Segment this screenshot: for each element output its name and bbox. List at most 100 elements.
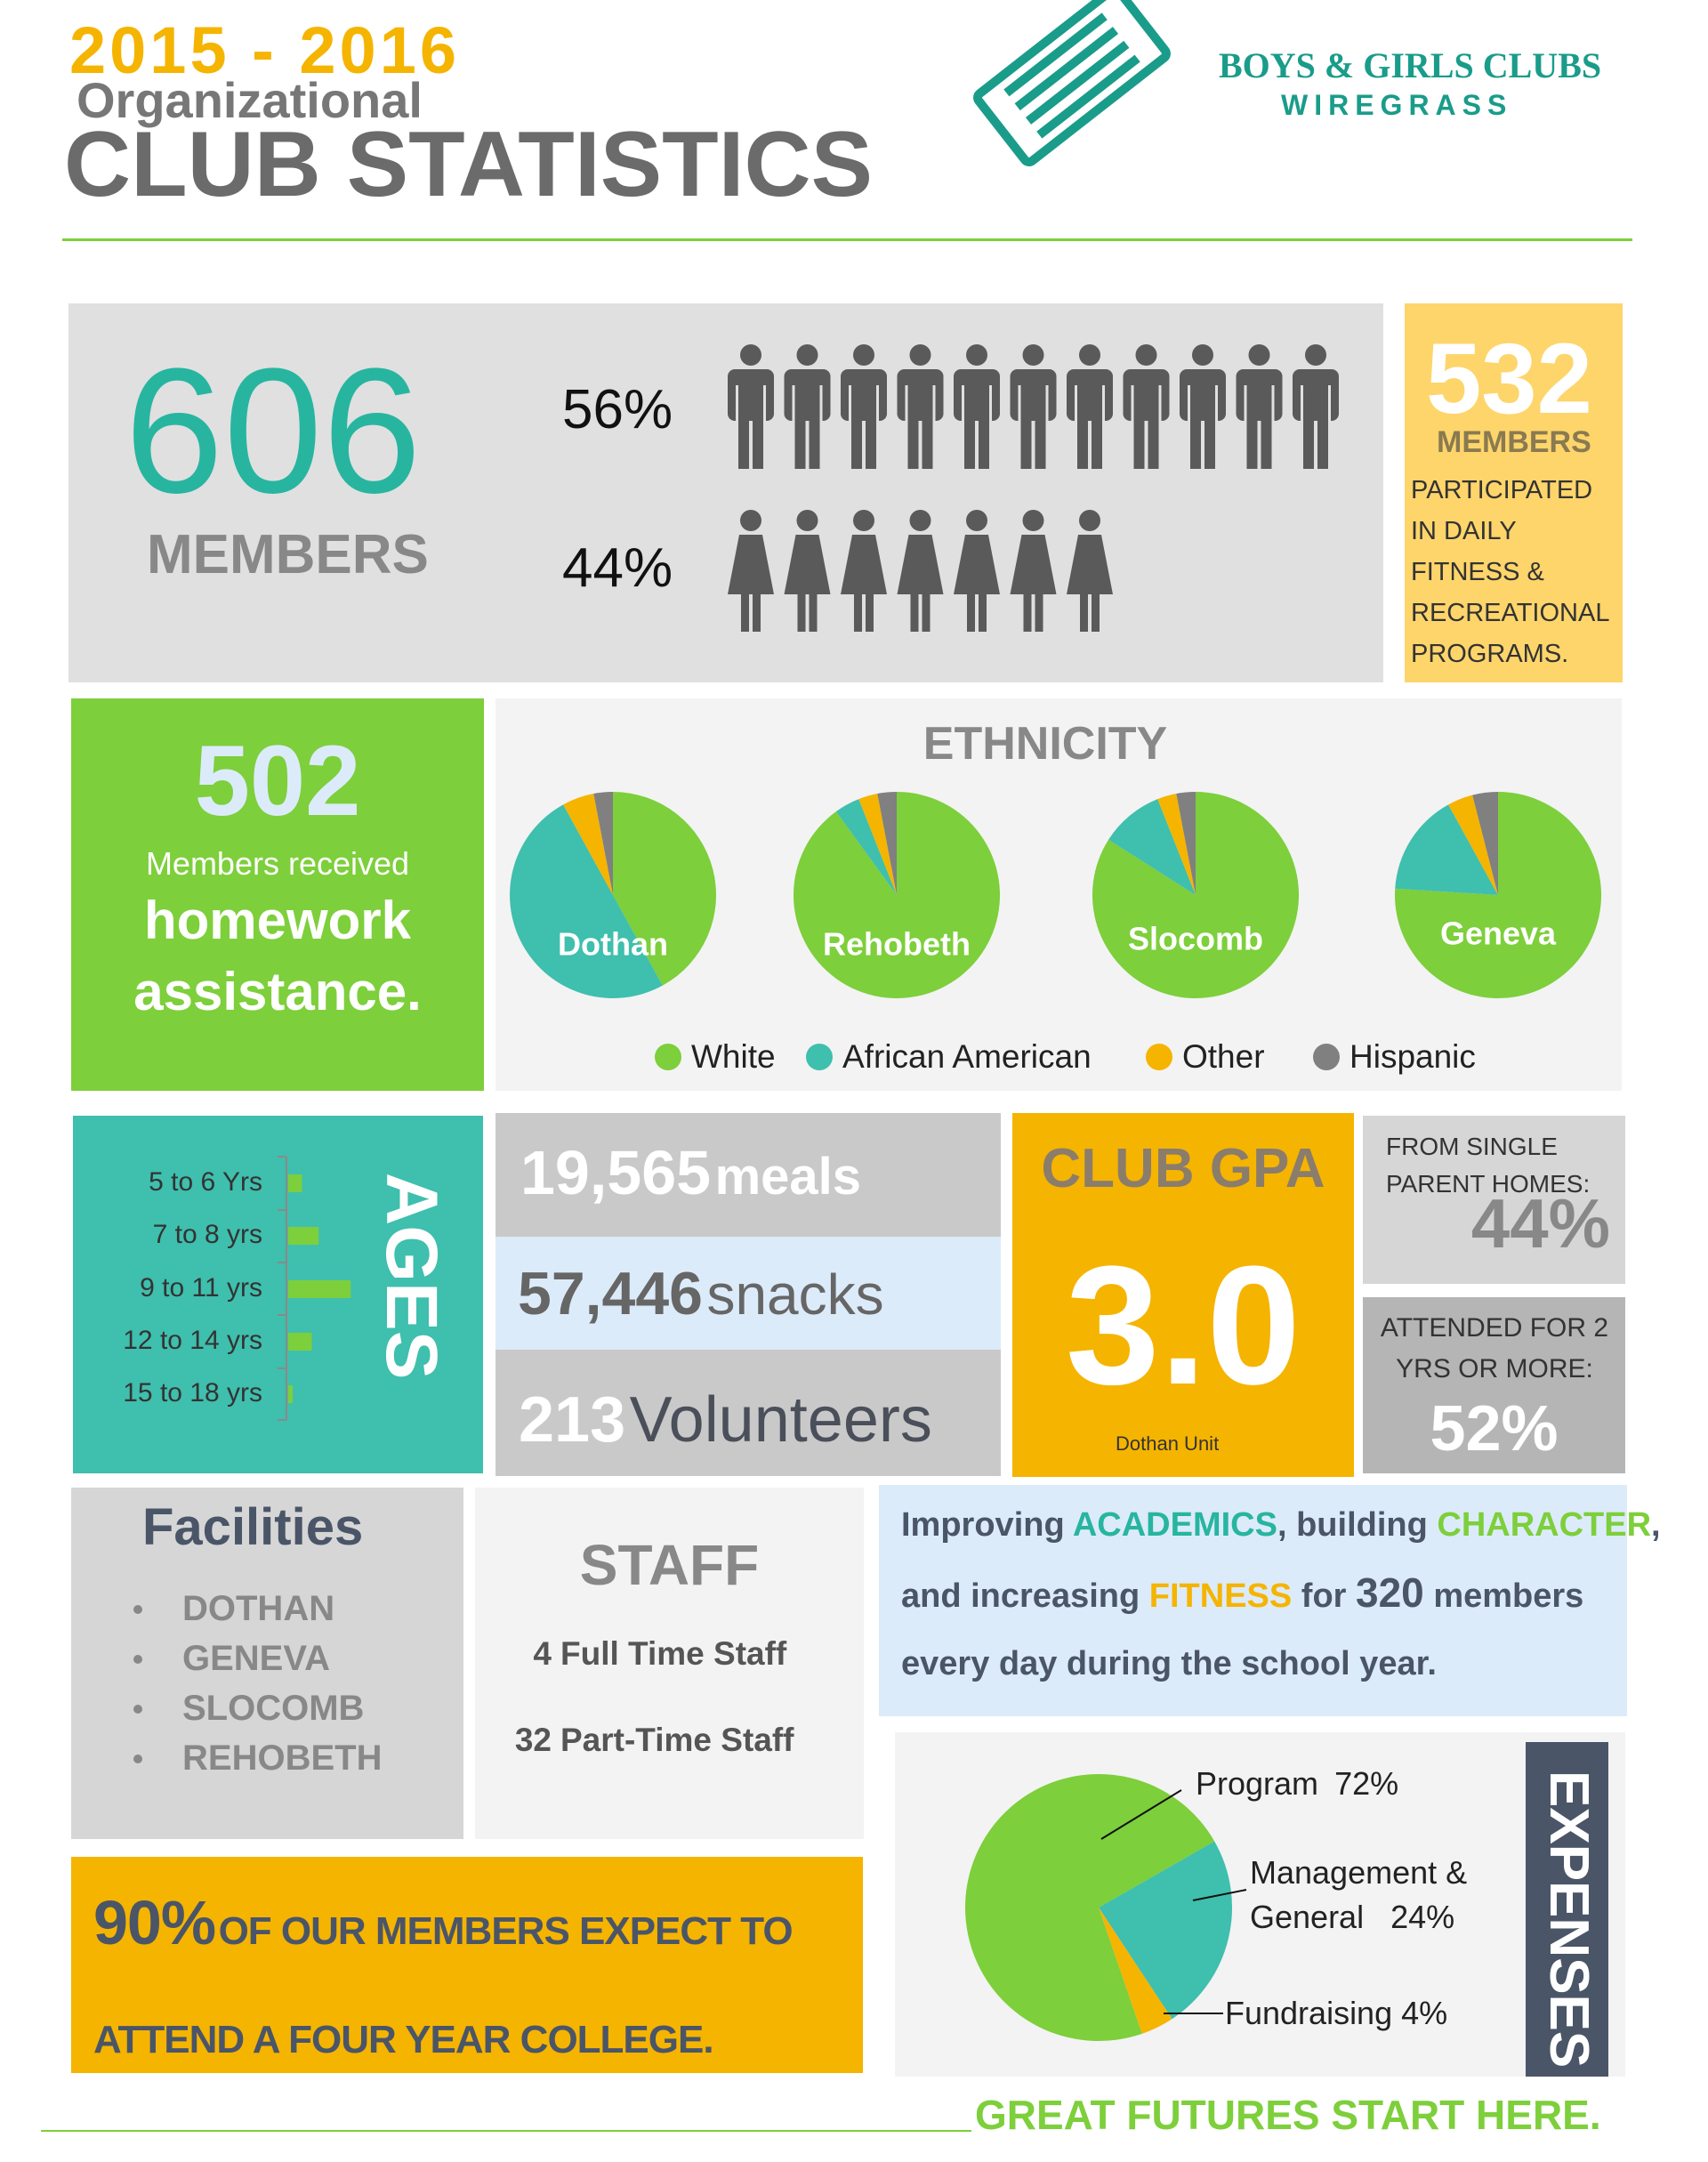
age-label: 7 to 8 yrs — [153, 1220, 262, 1249]
footer-rule — [41, 2130, 971, 2132]
icon-part — [909, 344, 931, 366]
legend-label: Hispanic — [1349, 1038, 1476, 1075]
pie-slice — [1157, 794, 1196, 895]
snacks: 57,446 snacks — [518, 1259, 884, 1328]
icon-gap — [1301, 385, 1303, 421]
icon-part — [1022, 344, 1044, 366]
icon-part — [809, 415, 820, 469]
mission-text: every day during the school year. — [901, 1645, 1437, 1682]
facility-name: DOTHAN — [182, 1589, 335, 1628]
icon-part — [1010, 369, 1057, 421]
volunteers-label: Volunteers — [629, 1384, 932, 1456]
woman-icon — [1067, 510, 1113, 632]
icon-part — [1010, 535, 1057, 594]
icon-part — [1092, 594, 1100, 632]
icon-gap — [1018, 385, 1021, 421]
icon-part — [740, 510, 761, 531]
pie-slice — [965, 1774, 1215, 2042]
pie-slice — [1448, 795, 1498, 895]
icon-part — [897, 369, 944, 421]
icon-part — [979, 594, 987, 632]
icon-part — [922, 594, 931, 632]
mission-text: for — [1301, 1577, 1347, 1615]
staff-count: 4 — [533, 1635, 552, 1672]
homework-number: 502 — [194, 725, 361, 836]
gpa-title: CLUB GPA — [1041, 1138, 1325, 1199]
pie-slice — [510, 804, 663, 998]
icon-part — [738, 415, 749, 469]
icon-part — [784, 369, 831, 421]
icon-part — [1123, 369, 1170, 421]
woman-icon — [841, 510, 887, 632]
icon-part — [897, 535, 944, 594]
legend-swatch — [806, 1044, 833, 1070]
volunteers-number: 213 — [519, 1384, 626, 1456]
header-rule — [62, 238, 1632, 241]
expense-label: Management & General 24% — [1250, 1851, 1499, 1940]
homework-line1: Members received — [145, 845, 410, 882]
man-icon — [1180, 344, 1226, 469]
single-parent-label: FROM SINGLE PARENT HOMES: — [1386, 1133, 1591, 1198]
fitness-number: 532 — [1426, 323, 1592, 434]
snacks-panel — [495, 1237, 1001, 1350]
bullet — [133, 1755, 142, 1763]
icon-part — [1135, 344, 1157, 366]
icon-part — [728, 535, 774, 594]
man-icon — [954, 344, 1000, 469]
icon-gap — [1045, 385, 1049, 421]
icon-part — [1303, 415, 1314, 469]
icon-part — [1092, 415, 1102, 469]
man-icon — [1067, 344, 1113, 469]
mission-text: members — [1433, 1577, 1584, 1615]
icon-gap — [819, 385, 823, 421]
mission-text: Improving — [901, 1506, 1065, 1544]
meals-number: 19,565 — [520, 1138, 712, 1207]
bar — [288, 1227, 319, 1245]
subtitle: Organizational — [77, 72, 423, 128]
icon-part — [1190, 415, 1201, 469]
icon-part — [866, 415, 876, 469]
icon-gap — [1244, 385, 1247, 421]
icon-part — [1192, 344, 1213, 366]
leader-line — [1100, 1789, 1182, 1840]
age-label: 15 to 18 yrs — [123, 1378, 262, 1408]
staff-label: Part-Time Staff — [560, 1722, 794, 1758]
icon-gap — [849, 385, 851, 421]
icon-part — [1246, 415, 1258, 469]
icon-part — [741, 594, 749, 632]
college-pct: 90% — [93, 1888, 216, 1957]
icon-part — [922, 415, 933, 469]
org-name: BOYS & GIRLS CLUBS — [1219, 45, 1602, 85]
pie-label: Geneva — [1440, 916, 1557, 952]
man-icon — [1010, 344, 1057, 469]
man-icon — [1293, 344, 1339, 469]
homework-line3: assistance. — [133, 962, 422, 1021]
icon-part — [1035, 415, 1046, 469]
college-panel — [71, 1857, 863, 2073]
facility-name: SLOCOMB — [182, 1689, 365, 1728]
title: CLUB STATISTICS — [64, 113, 873, 216]
attended-label: ATTENDED FOR 2 YRS OR MORE: — [1380, 1313, 1609, 1384]
members-total: 606 — [125, 332, 422, 530]
bullet — [133, 1705, 142, 1714]
icon-part — [954, 369, 1000, 421]
icon-part — [866, 594, 874, 632]
man-icon — [1123, 344, 1170, 469]
icon-part — [784, 535, 831, 594]
icon-part — [796, 510, 818, 531]
facility-name: GENEVA — [182, 1639, 330, 1678]
mission-academics: ACADEMICS — [1072, 1506, 1277, 1544]
female-pct: 44% — [562, 537, 673, 599]
homework-line2: homework — [143, 891, 412, 950]
icon-part — [753, 415, 763, 469]
members-panel — [68, 303, 1383, 682]
icon-part — [853, 344, 874, 366]
icon-gap — [962, 385, 964, 421]
pie-slice — [835, 799, 897, 895]
ages-title: AGES — [371, 1173, 452, 1380]
mission-character: CHARACTER — [1437, 1506, 1652, 1544]
pie-slice — [1176, 792, 1196, 895]
staff-count: 32 — [514, 1722, 552, 1758]
